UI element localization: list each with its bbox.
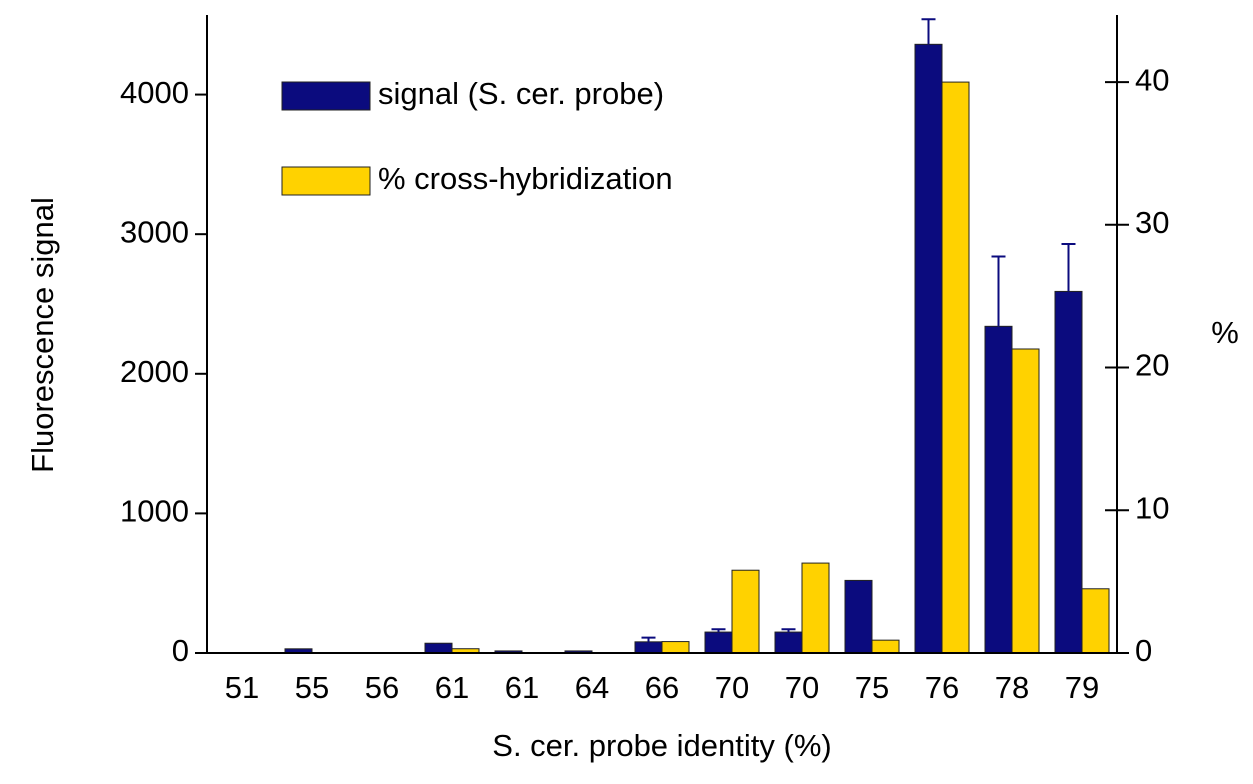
- error-bar: [921, 18, 936, 45]
- x-tick-label: 61: [435, 670, 469, 705]
- y-tick-label: 0: [172, 633, 189, 668]
- error-bar: [711, 628, 726, 633]
- x-tick-label: 79: [1065, 670, 1099, 705]
- bar: [774, 631, 803, 654]
- legend-swatch: [281, 166, 371, 196]
- y-axis-label: Fluorescence signal: [25, 197, 60, 473]
- bar: [914, 43, 943, 654]
- bar: [941, 81, 970, 654]
- bar: [661, 641, 690, 654]
- x-tick-label: 66: [645, 670, 679, 705]
- y2-tick-label: 20: [1135, 348, 1169, 383]
- bar: [984, 325, 1013, 654]
- bar: [871, 639, 900, 654]
- bar: [844, 579, 873, 654]
- bar: [731, 569, 760, 654]
- y2-tick-label: 40: [1135, 62, 1169, 97]
- x-tick-label: 70: [715, 670, 749, 705]
- legend-label: % cross-hybridization: [378, 161, 673, 196]
- x-tick-label: 78: [995, 670, 1029, 705]
- y-tick-label: 1000: [120, 494, 189, 529]
- x-tick-label: 70: [785, 670, 819, 705]
- x-tick-label: 55: [295, 670, 329, 705]
- y-tick-label: 3000: [120, 214, 189, 249]
- bar: [1011, 348, 1040, 654]
- legend-swatch: [281, 81, 371, 111]
- x-axis-label: S. cer. probe identity (%): [492, 728, 831, 763]
- error-bar: [991, 255, 1006, 327]
- x-tick-label: 56: [365, 670, 399, 705]
- y2-tick-label: 0: [1135, 633, 1152, 668]
- bar: [801, 562, 830, 654]
- y2-tick-label: 10: [1135, 490, 1169, 525]
- x-tick-label: 75: [855, 670, 889, 705]
- x-tick-label: 61: [505, 670, 539, 705]
- legend-label: signal (S. cer. probe): [378, 76, 664, 111]
- x-tick-label: 64: [575, 670, 609, 705]
- bar: [1081, 588, 1110, 654]
- error-bar: [1061, 242, 1076, 292]
- bar: [634, 641, 663, 654]
- y2-tick-label: 30: [1135, 205, 1169, 240]
- y2-axis-label: %: [1211, 315, 1239, 350]
- x-tick-label: 51: [225, 670, 259, 705]
- error-bar: [781, 628, 796, 633]
- bar: [704, 631, 733, 654]
- bar: [424, 642, 453, 654]
- x-tick-label: 76: [925, 670, 959, 705]
- bar: [1054, 290, 1083, 654]
- error-bar: [641, 636, 656, 642]
- y-tick-label: 2000: [120, 354, 189, 389]
- y-tick-label: 4000: [120, 75, 189, 110]
